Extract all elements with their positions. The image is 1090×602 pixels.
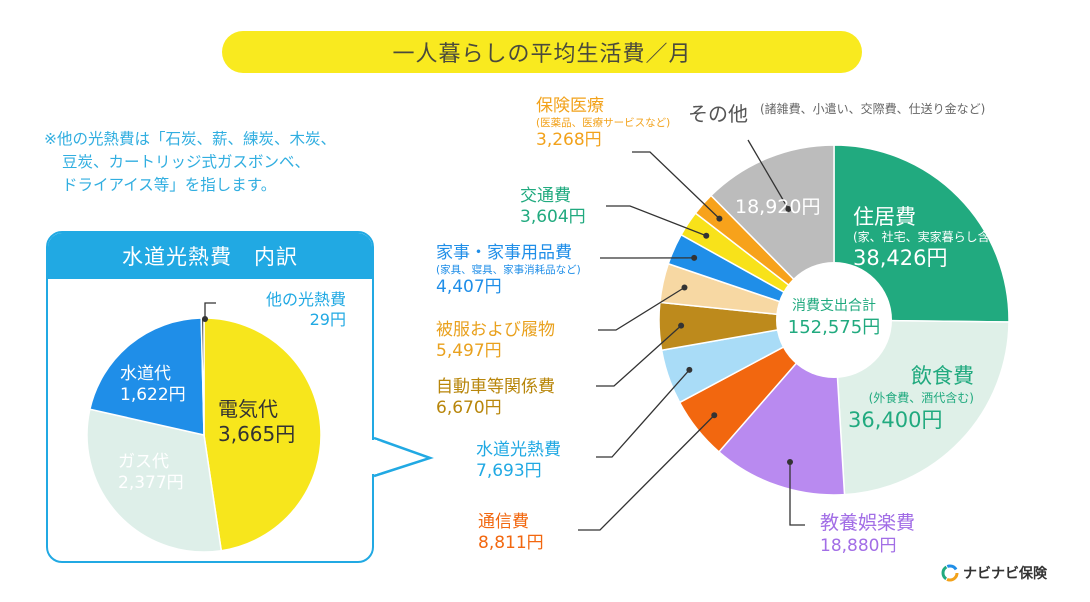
slice-value: 2,377円 xyxy=(118,473,184,494)
slice-name: 自動車等関係費 xyxy=(436,377,555,397)
slice-label: 18,920円 xyxy=(735,196,820,220)
leader-dot xyxy=(681,284,688,291)
slice-name: 水道代 xyxy=(120,364,171,384)
slice-note: (外食費、酒代含む) xyxy=(868,391,974,406)
slice-label: 水道代 1,622円 xyxy=(120,364,186,407)
slice-value: 18,880円 xyxy=(820,535,897,556)
slice-label: その他 xyxy=(688,102,748,127)
leader-line xyxy=(596,369,690,458)
slice-label: 他の光熱費 29円 xyxy=(226,290,346,330)
slice-label: (諸雑費、小遣い、交際費、仕送り金など) xyxy=(760,101,986,118)
slice-name: 交通費 xyxy=(520,186,571,206)
slice-note: (医薬品、医療サービスなど) xyxy=(536,117,671,130)
brand-name: ナビナビ保険 xyxy=(963,566,1047,582)
slice-note: (家、社宅、実家暮らし含む) xyxy=(853,230,1007,245)
slice-value: 5,497円 xyxy=(436,341,502,362)
center-total-text: 消費支出合計 xyxy=(792,298,876,314)
slice-value: 7,693円 xyxy=(476,461,542,482)
slice-name: 水道光熱費 xyxy=(476,440,561,460)
leader-line xyxy=(789,462,805,526)
slice-value: 36,400円 xyxy=(848,408,943,433)
slice-value: 8,811円 xyxy=(478,533,544,554)
slice-label: 家事・家事用品費 (家具、寝具、家事消耗品など) 4,407円 xyxy=(436,243,581,299)
slice-name: 電気代 xyxy=(218,397,278,421)
slice-label: 電気代 3,665円 xyxy=(218,397,295,447)
callout-mask xyxy=(371,440,377,474)
footnote-line: ドライアイス等」を指します。 xyxy=(62,176,277,194)
slice-name: 飲食費 xyxy=(911,364,974,388)
pie-slice xyxy=(203,317,322,552)
inset-title: 水道光熱費 内訳 xyxy=(48,233,372,279)
slice-name: 保険医療 xyxy=(536,96,604,116)
footnote-line: 豆炭、カートリッジ式ガスボンベ、 xyxy=(62,153,311,171)
slice-value: 6,670円 xyxy=(436,398,502,419)
slice-value: 3,604円 xyxy=(520,207,586,228)
center-total: 消費支出合計 152,575円 xyxy=(776,296,892,340)
slice-value: 4,407円 xyxy=(436,277,502,298)
slice-name: 他の光熱費 xyxy=(265,290,346,309)
pie-center-hole xyxy=(776,262,892,378)
pie-slice xyxy=(833,319,1010,496)
brand-icon xyxy=(941,564,959,582)
slice-name: 被服および履物 xyxy=(436,320,555,340)
slice-label: 水道光熱費 7,693円 xyxy=(476,440,561,483)
slice-value: 1,622円 xyxy=(120,385,186,406)
slice-note: (諸雑費、小遣い、交際費、仕送り金など) xyxy=(760,102,986,116)
footnote-line: ※他の光熱費は「石炭、薪、練炭、木炭、 xyxy=(44,130,336,148)
chart-title: 一人暮らしの平均生活費／月 xyxy=(222,31,862,73)
slice-value: 3,665円 xyxy=(218,422,296,446)
brand-logo: ナビナビ保険 xyxy=(941,563,1047,583)
pie-slice xyxy=(833,144,1010,323)
leader-line xyxy=(598,286,685,331)
slice-label: 通信費 8,811円 xyxy=(478,512,544,555)
leader-line xyxy=(596,325,682,387)
pie-slice xyxy=(86,408,223,553)
slice-name: その他 xyxy=(688,102,748,126)
slice-note: (家具、寝具、家事消耗品など) xyxy=(436,264,581,277)
slice-value: 38,426円 xyxy=(853,246,948,271)
center-total-text: 152,575円 xyxy=(787,317,881,338)
leader-dot xyxy=(716,215,723,222)
leader-dot xyxy=(703,232,710,239)
leader-dot xyxy=(686,366,693,373)
slice-name: 通信費 xyxy=(478,512,529,532)
callout-arrow xyxy=(373,436,434,478)
leader-dot xyxy=(691,254,698,261)
slice-name: 住居費 xyxy=(853,205,916,229)
slice-value: 18,920円 xyxy=(735,196,821,218)
slice-name: 家事・家事用品費 xyxy=(436,243,572,263)
slice-name: ガス代 xyxy=(118,452,169,472)
slice-label: ガス代 2,377円 xyxy=(118,452,184,495)
leader-dot xyxy=(711,412,718,419)
slice-label: 住居費 (家、社宅、実家暮らし含む) 38,426円 xyxy=(853,204,1007,272)
slice-value: 3,268円 xyxy=(536,130,602,151)
leader-line xyxy=(606,205,707,237)
leader-dot xyxy=(785,205,792,212)
slice-label: 被服および履物 5,497円 xyxy=(436,320,555,363)
slice-label: 飲食費 (外食費、酒代含む) 36,400円 xyxy=(848,363,974,434)
slice-label: 交通費 3,604円 xyxy=(520,186,586,229)
slice-label: 保険医療 (医薬品、医療サービスなど) 3,268円 xyxy=(536,96,670,152)
leader-line xyxy=(204,302,216,319)
leader-dot xyxy=(787,459,793,465)
leader-dot xyxy=(202,316,208,322)
pie-slice xyxy=(88,317,205,436)
leader-line xyxy=(578,414,715,531)
leader-line xyxy=(632,151,720,220)
leader-line xyxy=(747,139,789,210)
footnote: ※他の光熱費は「石炭、薪、練炭、木炭、 豆炭、カートリッジ式ガスボンベ、 ドライ… xyxy=(44,128,384,197)
slice-value: 29円 xyxy=(309,310,346,329)
leader-dot xyxy=(678,322,685,329)
slice-name: 教養娯楽費 xyxy=(820,512,916,534)
slice-label: 教養娯楽費 18,880円 xyxy=(820,512,915,557)
slice-label: 自動車等関係費 6,670円 xyxy=(436,377,555,420)
